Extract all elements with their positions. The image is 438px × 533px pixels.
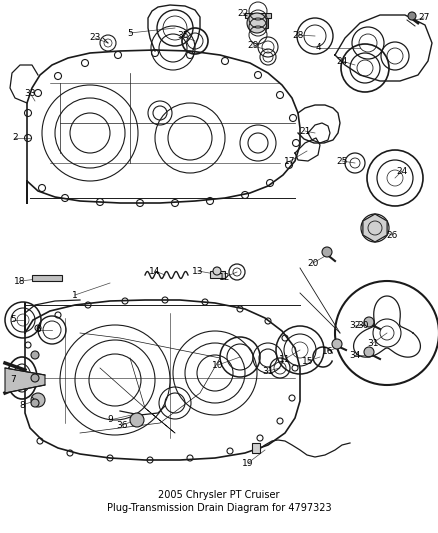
Text: 25: 25	[336, 157, 348, 166]
Circle shape	[31, 374, 39, 382]
Text: 27: 27	[418, 13, 430, 22]
Text: 26: 26	[386, 230, 398, 239]
Text: 35: 35	[177, 31, 189, 41]
Text: 34: 34	[350, 351, 360, 360]
Text: 1: 1	[72, 290, 78, 300]
Polygon shape	[5, 368, 45, 393]
Circle shape	[31, 399, 39, 407]
Polygon shape	[252, 443, 260, 453]
Text: 23: 23	[89, 34, 101, 43]
Text: 24: 24	[396, 166, 408, 175]
Text: 16: 16	[322, 346, 334, 356]
Text: 21: 21	[299, 126, 311, 135]
Text: 31: 31	[367, 338, 379, 348]
Text: 7: 7	[10, 376, 16, 384]
Text: Plug-Transmission Drain Diagram for 4797323: Plug-Transmission Drain Diagram for 4797…	[107, 503, 331, 513]
Text: 6: 6	[35, 326, 41, 335]
Polygon shape	[32, 275, 62, 281]
Polygon shape	[245, 13, 271, 18]
Circle shape	[364, 347, 374, 357]
Text: 2005 Chrysler PT Cruiser: 2005 Chrysler PT Cruiser	[158, 490, 280, 500]
Text: 5: 5	[10, 316, 16, 325]
Circle shape	[408, 12, 416, 20]
Text: 29: 29	[247, 42, 259, 51]
Polygon shape	[363, 214, 387, 242]
Circle shape	[31, 351, 39, 359]
Text: 28: 28	[292, 30, 304, 39]
Text: 18: 18	[14, 277, 26, 286]
Circle shape	[31, 393, 45, 407]
Circle shape	[213, 267, 221, 275]
Circle shape	[364, 317, 374, 327]
Text: 24: 24	[336, 56, 348, 66]
Text: 13: 13	[192, 266, 204, 276]
Circle shape	[322, 247, 332, 257]
Circle shape	[332, 339, 342, 349]
Text: 4: 4	[315, 44, 321, 52]
Polygon shape	[248, 18, 268, 28]
Text: 5: 5	[127, 28, 133, 37]
Text: 12: 12	[219, 272, 231, 281]
Text: 36: 36	[116, 421, 128, 430]
Text: 8: 8	[19, 400, 25, 409]
Circle shape	[247, 13, 267, 33]
Text: 30: 30	[357, 321, 369, 330]
Text: 17: 17	[284, 157, 296, 166]
Text: 22: 22	[237, 9, 249, 18]
Text: 33: 33	[24, 88, 36, 98]
Text: 31: 31	[262, 367, 274, 376]
Text: 15: 15	[302, 357, 314, 366]
Text: 14: 14	[149, 266, 161, 276]
Text: 2: 2	[12, 133, 18, 142]
Text: 10: 10	[212, 360, 224, 369]
Text: 11: 11	[279, 354, 291, 364]
Text: 32: 32	[350, 321, 360, 330]
Text: 20: 20	[307, 259, 319, 268]
Polygon shape	[210, 271, 225, 278]
Text: 19: 19	[242, 458, 254, 467]
Circle shape	[130, 413, 144, 427]
Text: 9: 9	[107, 416, 113, 424]
